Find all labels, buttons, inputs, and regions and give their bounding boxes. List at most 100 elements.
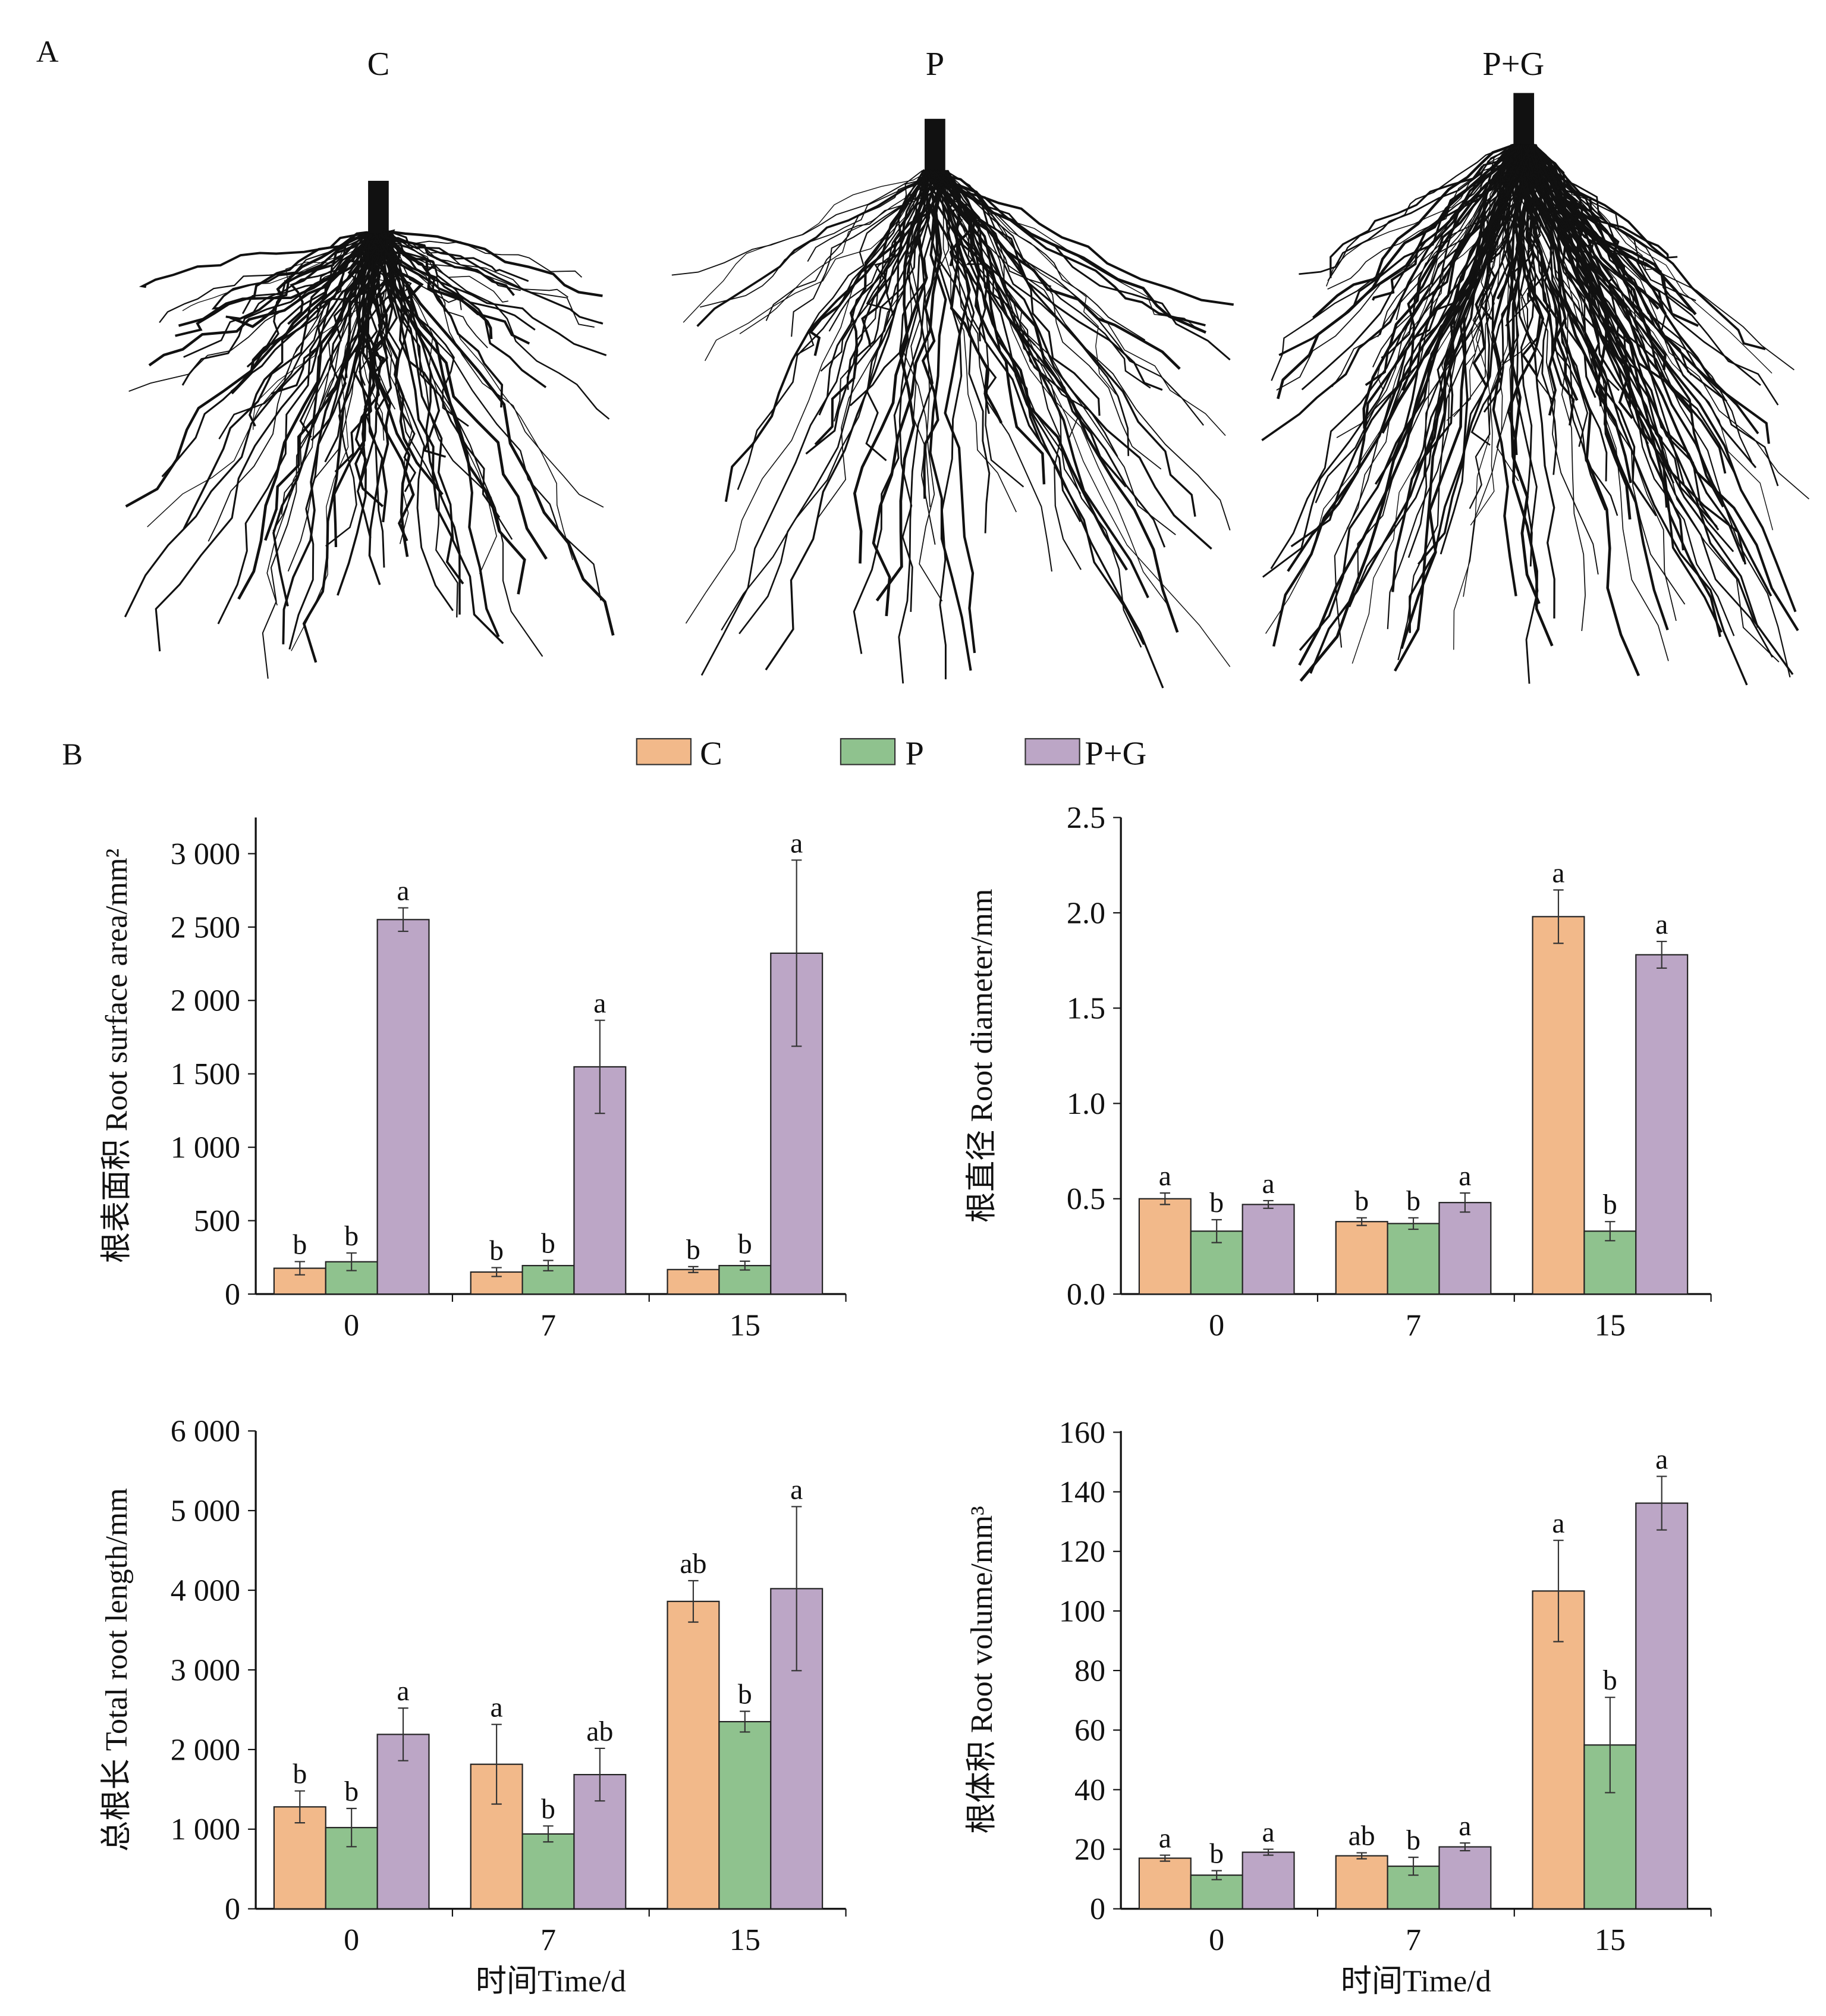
error-bar	[1408, 1857, 1419, 1876]
error-bar	[595, 1019, 605, 1114]
bar-c-day15	[667, 1268, 720, 1295]
y-tick-label: 2.0	[1067, 896, 1105, 930]
y-tick-label: 3 000	[171, 1653, 240, 1687]
root-image-0	[124, 181, 615, 679]
bar-pg-day0	[376, 1734, 430, 1910]
x-tick-label: 15	[1595, 1309, 1626, 1343]
y-tick-label: 0	[225, 1892, 240, 1926]
root-image-2	[1261, 93, 1809, 686]
bar-p-day7	[521, 1833, 575, 1910]
error-bar	[688, 1266, 699, 1273]
y-tick-label: 1 500	[171, 1057, 240, 1091]
error-bar	[791, 859, 802, 1047]
bar-p-day0	[1190, 1230, 1243, 1295]
x-tick-label: 0	[344, 1309, 359, 1343]
bar-pg-day15	[1635, 954, 1689, 1295]
significance-letter: a	[1655, 1443, 1668, 1475]
bar-p-day15	[718, 1720, 772, 1910]
significance-letter: a	[1552, 857, 1564, 888]
significance-letter: a	[1459, 1810, 1471, 1842]
error-bar	[294, 1790, 305, 1824]
y-axis-label: 总根长 Total root length/mm	[100, 1488, 134, 1851]
significance-letter: a	[1159, 1823, 1171, 1854]
legend: C P P+G	[636, 736, 1146, 773]
significance-letter: b	[293, 1229, 307, 1260]
bar-p-day15	[1583, 1230, 1637, 1295]
error-bar	[346, 1252, 357, 1271]
significance-letter: a	[1262, 1817, 1274, 1848]
error-bar	[1356, 1852, 1367, 1860]
significance-letter: b	[1406, 1825, 1420, 1856]
x-tick-label: 7	[540, 1923, 556, 1957]
significance-letter: b	[1209, 1187, 1224, 1219]
error-bar	[1460, 1842, 1470, 1852]
error-bar	[491, 1267, 502, 1277]
y-tick-label: 5 000	[171, 1494, 240, 1528]
significance-letter: ab	[1349, 1820, 1375, 1852]
significance-letter: b	[686, 1234, 700, 1266]
error-bar	[398, 907, 408, 932]
legend-swatch-pg	[1024, 738, 1080, 765]
error-bar	[1657, 1475, 1667, 1531]
significance-letter: b	[738, 1679, 752, 1710]
significance-letter: b	[1209, 1838, 1224, 1870]
legend-label-pg: P+G	[1085, 736, 1146, 773]
bar-pg-day15	[1635, 1502, 1689, 1910]
x-tick-label: 0	[1209, 1923, 1224, 1957]
y-axis-label: 根体积 Root volume/mm³	[965, 1506, 999, 1833]
error-bar	[1408, 1217, 1419, 1230]
legend-swatch-p	[840, 738, 896, 765]
y-tick-label: 20	[1074, 1833, 1105, 1867]
y-tick-label: 0	[1090, 1892, 1105, 1926]
significance-letter: a	[491, 1692, 503, 1723]
y-tick-label: 1.5	[1067, 992, 1105, 1026]
error-bar	[1211, 1219, 1222, 1243]
x-tick-label: 7	[1406, 1923, 1421, 1957]
significance-letter: b	[293, 1758, 307, 1790]
root-image-title-pg: P+G	[1482, 46, 1544, 83]
x-tick-label: 7	[540, 1309, 556, 1343]
y-tick-label: 0	[225, 1277, 240, 1311]
chart-diameter: 0.0 0.5 1.0 1.5 2.0 2.5 0 a b a 7 b b a 15 a b a 根直径 Root …	[965, 801, 1712, 1343]
x-axis-label: 时间Time/d	[476, 1965, 626, 1999]
bar-c-day0	[1138, 1857, 1192, 1910]
significance-letter: b	[541, 1793, 555, 1825]
significance-letter: ab	[586, 1716, 613, 1747]
x-tick-label: 0	[344, 1923, 359, 1957]
error-bar	[740, 1260, 750, 1271]
significance-letter: b	[1354, 1185, 1369, 1217]
significance-letter: a	[1159, 1160, 1171, 1192]
bar-pg-day0	[1242, 1851, 1295, 1910]
error-bar	[398, 1707, 408, 1761]
bar-pg-day0	[1242, 1204, 1295, 1295]
bar-pg-day0	[376, 919, 430, 1295]
x-tick-label: 15	[730, 1309, 760, 1343]
significance-letter: ab	[680, 1548, 706, 1579]
bar-c-day15	[1532, 916, 1585, 1295]
error-bar	[740, 1710, 750, 1733]
y-tick-label: 2 000	[171, 984, 240, 1018]
y-tick-label: 2 000	[171, 1733, 240, 1767]
bar-p-day7	[1387, 1223, 1440, 1295]
y-tick-label: 1 000	[171, 1131, 240, 1165]
significance-letter: a	[1552, 1508, 1564, 1539]
error-bar	[1263, 1199, 1274, 1209]
y-tick-label: 2.5	[1067, 801, 1105, 835]
bar-c-day7	[1335, 1221, 1388, 1295]
error-bar	[1605, 1221, 1616, 1242]
error-bar	[688, 1579, 699, 1623]
root-image-title-p: P	[926, 46, 944, 83]
bar-c-day15	[667, 1600, 720, 1910]
y-tick-label: 2 500	[171, 910, 240, 944]
error-bar	[543, 1825, 554, 1843]
significance-letter: a	[397, 875, 409, 907]
legend-label-c: C	[700, 736, 722, 773]
y-tick-label: 1 000	[171, 1813, 240, 1847]
y-tick-label: 0.0	[1067, 1277, 1105, 1311]
significance-letter: b	[1603, 1189, 1617, 1220]
error-bar	[294, 1261, 305, 1276]
significance-letter: b	[344, 1220, 359, 1252]
x-axis-label: 时间Time/d	[1341, 1965, 1491, 1999]
